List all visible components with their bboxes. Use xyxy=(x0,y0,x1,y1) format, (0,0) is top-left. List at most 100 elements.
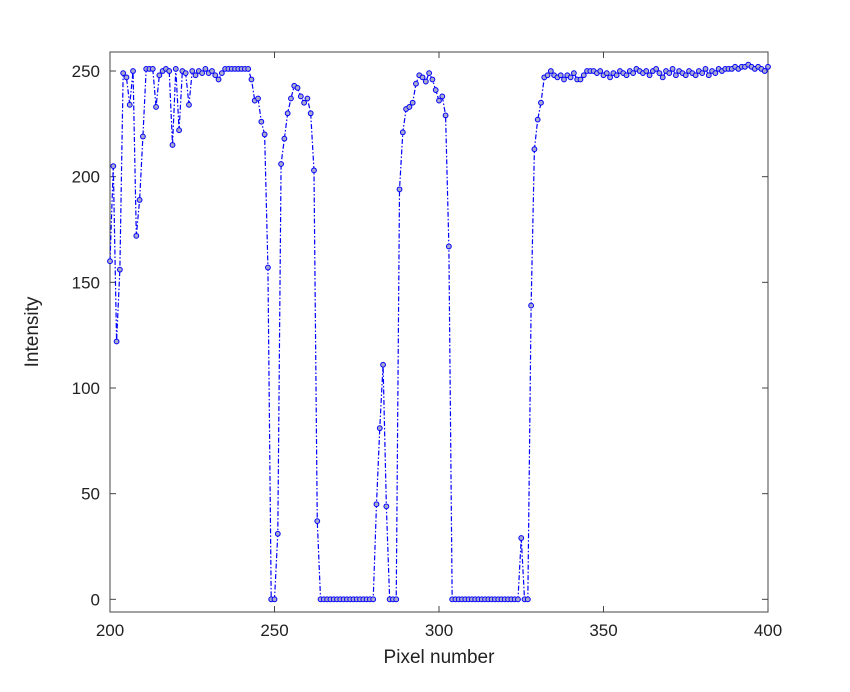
data-point xyxy=(304,95,311,102)
data-point xyxy=(176,127,182,134)
axes-box xyxy=(109,51,769,613)
data-point xyxy=(666,70,673,77)
data-point xyxy=(712,70,719,77)
data-point xyxy=(597,68,604,74)
data-point xyxy=(531,146,538,153)
data-point xyxy=(133,232,140,239)
data-point xyxy=(261,131,268,138)
data-point xyxy=(380,361,386,368)
data-point xyxy=(534,116,541,123)
data-point xyxy=(396,186,403,193)
data-point xyxy=(199,70,206,77)
y-tick-label: 150 xyxy=(72,273,100,292)
data-point xyxy=(113,338,120,345)
data-point xyxy=(209,68,215,74)
data-point xyxy=(393,596,400,603)
data-point xyxy=(577,76,584,83)
data-point xyxy=(419,74,426,81)
data-point xyxy=(192,72,199,79)
data-point xyxy=(630,70,637,77)
data-point xyxy=(409,99,416,106)
data-point xyxy=(294,85,301,91)
data-point xyxy=(702,66,709,72)
data-point xyxy=(172,66,179,72)
data-point xyxy=(186,101,192,108)
data-point xyxy=(376,425,383,432)
data-point xyxy=(126,101,133,108)
data-point xyxy=(570,70,577,77)
data-point xyxy=(212,72,219,79)
data-point xyxy=(613,72,620,79)
data-point xyxy=(436,97,442,104)
data-point xyxy=(439,93,446,100)
data-point xyxy=(761,68,768,74)
data-point xyxy=(580,72,587,79)
series-line xyxy=(109,63,769,600)
data-point xyxy=(765,63,771,70)
data-point xyxy=(140,133,146,140)
data-point xyxy=(705,72,712,79)
data-point xyxy=(123,74,130,81)
data-point xyxy=(413,80,419,87)
data-point xyxy=(426,70,433,77)
data-point xyxy=(169,142,176,148)
x-tick-label: 300 xyxy=(425,621,453,640)
data-point xyxy=(182,70,189,77)
data-point xyxy=(603,70,610,77)
data-point xyxy=(288,95,294,102)
data-point xyxy=(218,70,225,77)
data-point xyxy=(120,70,127,77)
data-point xyxy=(278,161,284,167)
data-point xyxy=(518,535,525,541)
data-point xyxy=(653,66,660,72)
x-tick-label: 400 xyxy=(754,621,782,640)
data-point xyxy=(202,66,209,72)
data-point xyxy=(445,243,452,250)
data-point xyxy=(107,258,113,265)
data-point xyxy=(643,68,650,74)
data-point xyxy=(607,74,613,81)
data-point xyxy=(314,518,321,525)
data-point xyxy=(311,167,317,174)
data-point xyxy=(130,68,136,74)
x-axis-label: Pixel number xyxy=(384,647,496,668)
data-point xyxy=(110,163,117,170)
data-point xyxy=(215,76,222,83)
data-point xyxy=(567,74,574,81)
x-tick-label: 350 xyxy=(589,621,617,640)
data-point xyxy=(528,302,535,309)
data-point xyxy=(656,70,663,77)
data-point xyxy=(373,501,380,508)
data-point xyxy=(301,99,308,106)
data-point xyxy=(547,68,554,74)
data-point xyxy=(422,78,429,85)
data-point xyxy=(281,135,288,142)
data-point xyxy=(255,95,261,102)
data-point xyxy=(153,104,159,110)
data-point xyxy=(274,530,281,537)
data-point xyxy=(623,72,630,79)
data-point xyxy=(258,118,265,125)
data-point xyxy=(544,72,551,79)
data-point xyxy=(248,76,255,83)
x-tick-label: 200 xyxy=(96,621,124,640)
data-point xyxy=(383,503,390,510)
data-point xyxy=(370,596,377,603)
data-point xyxy=(406,104,413,110)
data-point xyxy=(432,87,439,93)
y-tick-label: 0 xyxy=(91,590,100,609)
data-point xyxy=(442,112,449,119)
data-point xyxy=(429,76,436,83)
data-point xyxy=(149,66,156,72)
data-point xyxy=(136,197,143,203)
data-point xyxy=(672,72,679,79)
data-point xyxy=(166,68,173,74)
data-point xyxy=(659,74,666,81)
data-point xyxy=(271,596,278,603)
data-point xyxy=(561,76,567,83)
data-point xyxy=(156,72,163,79)
y-tick-label: 250 xyxy=(72,62,100,81)
y-tick-label: 200 xyxy=(72,168,100,187)
